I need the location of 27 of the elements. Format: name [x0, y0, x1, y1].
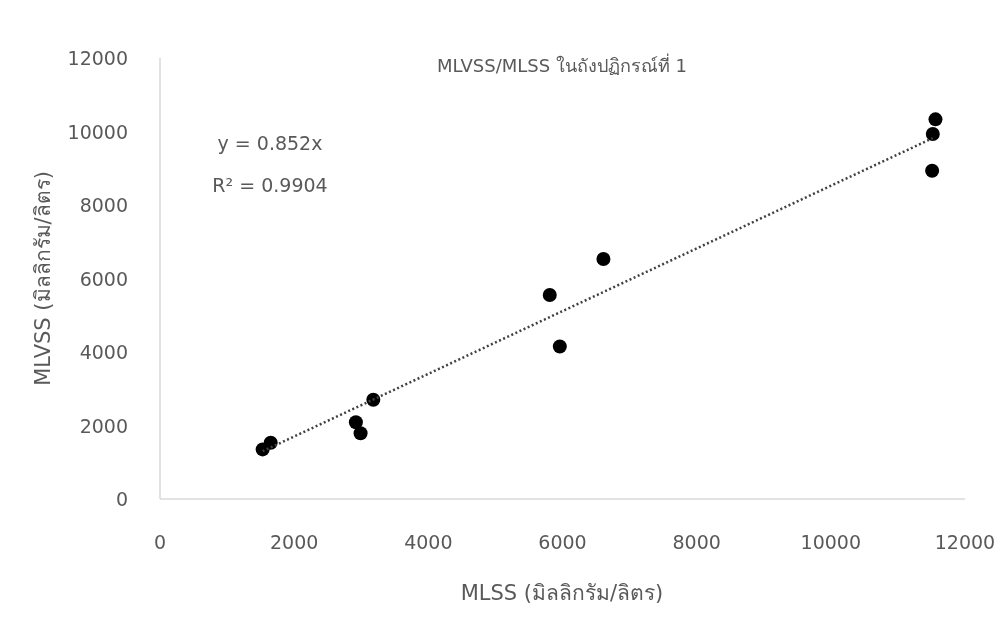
point — [925, 127, 940, 142]
point — [596, 252, 611, 267]
y-tick-label: 0 — [115, 488, 128, 510]
point — [552, 339, 567, 354]
x-tick-label: 8000 — [672, 531, 721, 553]
x-tick-label: 4000 — [404, 531, 453, 553]
y-tick-label: 8000 — [79, 194, 128, 216]
y-tick-label: 4000 — [79, 341, 128, 363]
annotation: R² = 0.9904 — [212, 174, 328, 196]
point — [348, 415, 363, 430]
x-tick-label: 2000 — [269, 531, 319, 553]
point — [542, 288, 557, 303]
point — [353, 426, 368, 441]
x-tick-label: 6000 — [538, 531, 587, 553]
x-tick-label: 10000 — [800, 531, 862, 553]
annotation: y = 0.852x — [217, 132, 323, 154]
y-tick-label: 10000 — [67, 120, 128, 143]
y-axis-title: MLVSS (มิลลิกรัม/ลิตร) — [31, 171, 55, 386]
point — [928, 112, 943, 127]
x-tick-label: 12000 — [934, 531, 996, 553]
chart-title: MLVSS/MLSS ในถังปฏิกรณ์ที่ 1 — [436, 53, 688, 76]
y-tick-label: 6000 — [79, 267, 128, 290]
x-axis-title: MLSS (มิลลิกรัม/ลิตร) — [460, 581, 664, 605]
x-tick-label: 0 — [153, 531, 167, 553]
point — [925, 163, 940, 178]
y-tick-label: 2000 — [79, 414, 128, 437]
y-tick-label: 12000 — [67, 47, 128, 69]
